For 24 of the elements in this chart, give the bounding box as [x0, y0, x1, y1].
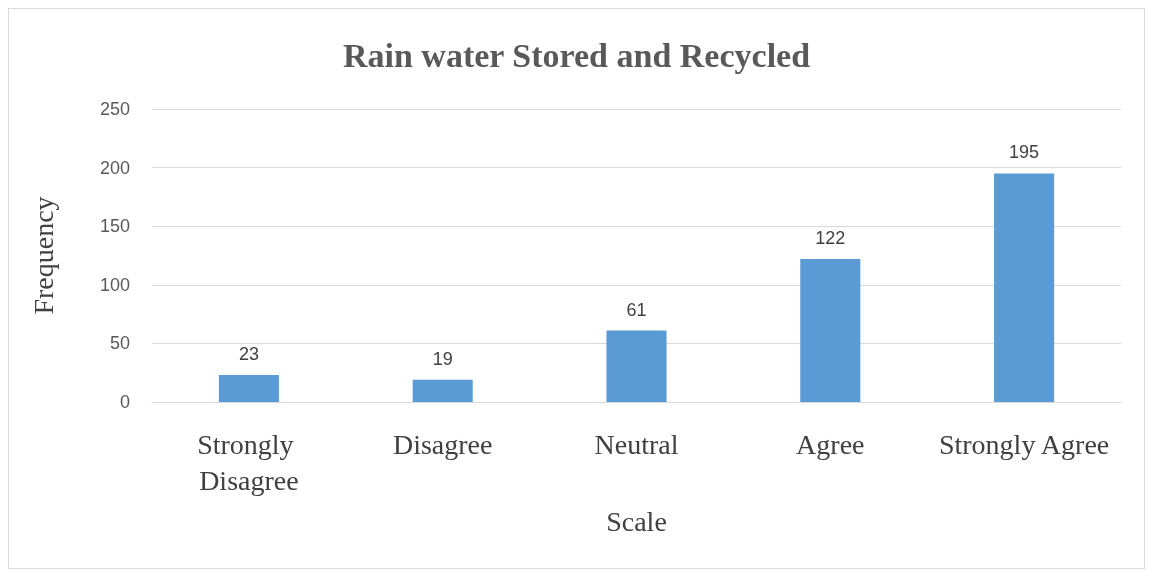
- bar: [218, 375, 279, 402]
- y-tick-label: 250: [99, 99, 130, 119]
- y-axis-title: Frequency: [27, 196, 59, 315]
- y-tick-label: 150: [99, 216, 130, 237]
- x-tick-label: Agree: [796, 428, 865, 460]
- y-tick-label: 200: [99, 157, 130, 178]
- bar: [800, 259, 861, 402]
- chart-title: Rain water Stored and Recycled: [342, 36, 811, 74]
- y-tick-label: 0: [119, 392, 130, 412]
- bar: [606, 330, 667, 402]
- data-label: 19: [432, 348, 453, 369]
- x-tick-label: Disagree: [392, 428, 493, 460]
- data-label: 195: [1009, 142, 1040, 163]
- data-label: 61: [626, 299, 647, 320]
- bar: [412, 379, 473, 402]
- data-label: 122: [815, 228, 846, 249]
- bar: [994, 173, 1055, 402]
- x-tick-label: Strongly Disagree: [197, 428, 301, 496]
- y-tick-label: 100: [99, 274, 130, 295]
- x-tick-label: Strongly Agree: [938, 428, 1110, 460]
- data-label: 23: [238, 344, 259, 365]
- x-axis-title: Scale: [606, 505, 667, 537]
- y-tick-label: 50: [109, 333, 130, 354]
- x-tick-label: Neutral: [594, 428, 679, 460]
